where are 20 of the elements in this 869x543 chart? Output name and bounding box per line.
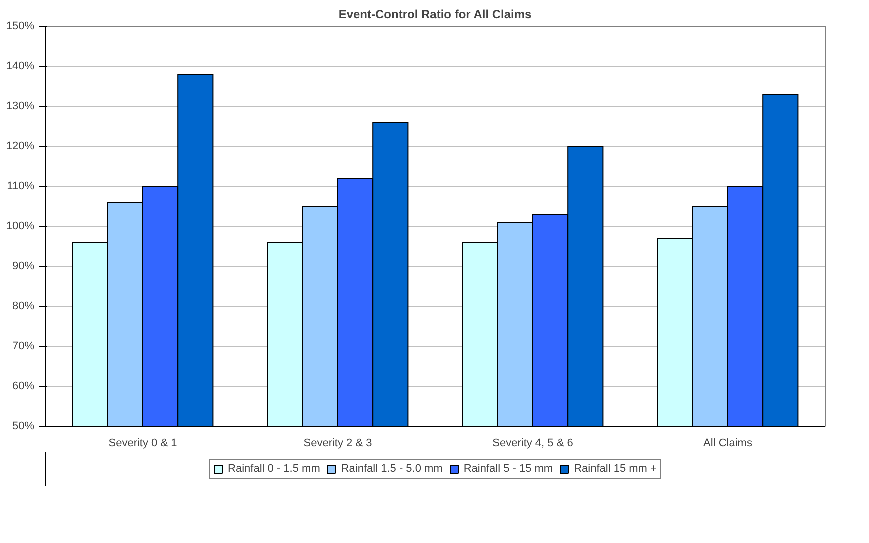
y-tick-label: 100%	[6, 220, 35, 232]
legend-label: Rainfall 5 - 15 mm	[464, 463, 554, 475]
x-tick-label: Severity 2 & 3	[304, 438, 372, 450]
y-tick-label: 50%	[12, 420, 35, 432]
legend-label: Rainfall 15 mm +	[574, 463, 657, 475]
x-tick-label: All Claims	[704, 438, 753, 450]
y-tick-label: 70%	[12, 340, 35, 352]
x-tick-label: Severity 4, 5 & 6	[492, 438, 574, 450]
chart-title: Event-Control Ratio for All Claims	[338, 8, 532, 22]
y-tick-label: 140%	[6, 60, 35, 72]
y-tick-label: 130%	[6, 100, 35, 112]
y-tick-label: 80%	[12, 300, 35, 312]
y-tick-label: 150%	[6, 20, 35, 32]
legend-label: Rainfall 1.5 - 5.0 mm	[341, 463, 443, 475]
y-tick-label: 90%	[12, 260, 35, 272]
y-tick-label: 60%	[12, 380, 35, 392]
x-tick-label: Severity 0 & 1	[108, 438, 178, 450]
legend-label: Rainfall 0 - 1.5 mm	[228, 463, 320, 475]
y-tick-label: 110%	[7, 180, 35, 192]
y-tick-label: 120%	[6, 140, 35, 152]
